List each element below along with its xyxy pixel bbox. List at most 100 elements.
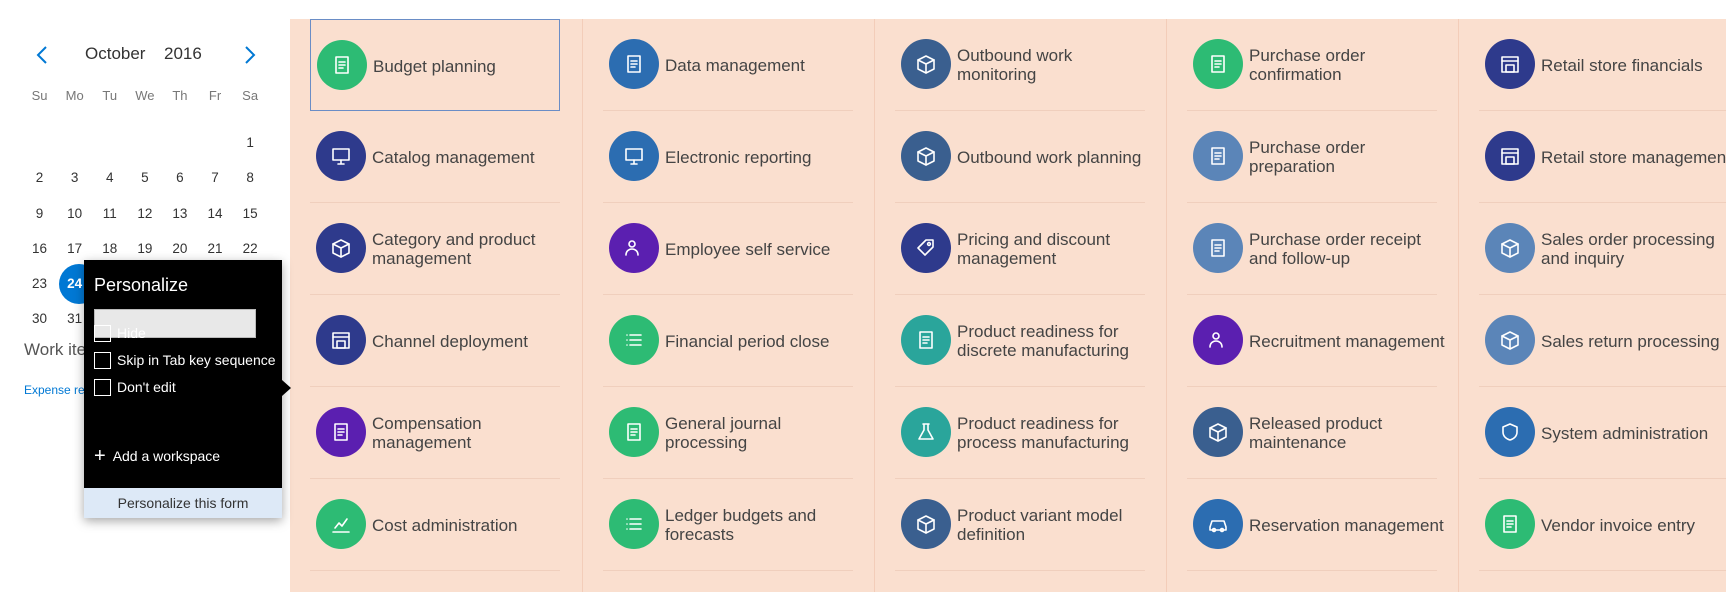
expense-report-link[interactable]: Expense rep: [24, 383, 92, 397]
personalize-form-button[interactable]: Personalize this form: [84, 488, 282, 518]
checkbox-box[interactable]: [94, 324, 111, 342]
workspace-tile[interactable]: Vendor invoice entry: [1479, 479, 1726, 571]
workspace-tile[interactable]: Financial period close: [603, 295, 853, 387]
calendar-day[interactable]: 30: [22, 307, 57, 342]
calendar-day[interactable]: 23: [22, 272, 57, 307]
budget-planning-icon: [317, 40, 367, 90]
workspace-tile[interactable]: Reservation management: [1187, 479, 1444, 571]
workspace-tile[interactable]: Electronic reporting: [603, 111, 853, 203]
tile-label: Cost administration: [372, 515, 518, 535]
calendar-day[interactable]: 6: [162, 166, 197, 201]
workspace-tile[interactable]: Released product maintenance: [1187, 387, 1437, 479]
calendar-day-number: 18: [102, 240, 118, 256]
calendar-day[interactable]: 22: [233, 237, 268, 272]
workspace-tile[interactable]: Product readiness for discrete manufactu…: [895, 295, 1145, 387]
calendar-day[interactable]: 2: [22, 166, 57, 201]
calendar-day[interactable]: 21: [197, 237, 232, 272]
workspace-tile[interactable]: Cost administration: [310, 479, 560, 571]
add-workspace-button[interactable]: + Add a workspace: [94, 446, 220, 466]
workspace-tile[interactable]: Catalog management: [310, 111, 560, 203]
workspace-tile[interactable]: Channel deployment: [310, 295, 560, 387]
workspace-tile[interactable]: Pricing and discount management: [895, 203, 1145, 295]
calendar-day[interactable]: 17: [57, 237, 92, 272]
workspace-tile[interactable]: Budget planning: [310, 19, 560, 111]
calendar-day-number: 1: [246, 135, 254, 151]
workspace-tile[interactable]: Purchase order confirmation: [1187, 19, 1437, 111]
checkbox-box[interactable]: [94, 351, 111, 369]
workspace-tile[interactable]: Recruitment management: [1187, 295, 1445, 387]
skip-tab-checkbox[interactable]: Skip in Tab key sequence: [94, 349, 276, 371]
calendar-day[interactable]: 10: [57, 202, 92, 237]
personalize-name-input[interactable]: [94, 309, 256, 338]
calendar-day[interactable]: 5: [127, 166, 162, 201]
product-variant-icon: [901, 499, 951, 549]
pricing-discount-icon: [901, 223, 951, 273]
workspace-tile[interactable]: Outbound work planning: [895, 111, 1145, 203]
calendar-day[interactable]: 13: [162, 202, 197, 237]
workspace-tile[interactable]: Purchase order receipt and follow-up: [1187, 203, 1437, 295]
calendar-day[interactable]: 19: [127, 237, 162, 272]
vendor-invoice-icon: [1485, 499, 1535, 549]
calendar-empty-day: [162, 131, 197, 166]
financial-period-close-icon: [609, 315, 659, 365]
calendar-year[interactable]: 2016: [164, 44, 202, 63]
ledger-budgets-icon: [609, 499, 659, 549]
outbound-planning-icon: [901, 131, 951, 181]
workspace-tile[interactable]: Sales order processing and inquiry: [1479, 203, 1726, 295]
tile-column: Budget planning Catalog management Categor…: [290, 19, 582, 592]
po-confirmation-icon: [1193, 39, 1243, 89]
calendar-week-row: 16 17 18 19 20 21 22: [22, 237, 268, 272]
calendar-day[interactable]: 18: [92, 237, 127, 272]
workspace-tile[interactable]: Product variant model definition: [895, 479, 1145, 571]
tile-label: Employee self service: [665, 239, 831, 259]
tile-label: Sales return processing: [1541, 331, 1720, 351]
weekday-label: Sa: [242, 88, 259, 103]
calendar-day-number: 24: [67, 275, 83, 291]
chevron-left-icon[interactable]: [30, 42, 56, 68]
calendar-day-number: 20: [172, 240, 188, 256]
calendar-day-number: 8: [246, 170, 254, 186]
calendar-day[interactable]: 12: [127, 202, 162, 237]
calendar-day-number: 12: [137, 205, 153, 221]
calendar-day[interactable]: 9: [22, 202, 57, 237]
calendar-day[interactable]: 4: [92, 166, 127, 201]
calendar-day[interactable]: 11: [92, 202, 127, 237]
hide-checkbox[interactable]: Hide: [94, 322, 146, 344]
calendar-empty-day: [22, 131, 57, 166]
tile-label: Pricing and discount management: [957, 230, 1111, 268]
calendar-day[interactable]: 14: [197, 202, 232, 237]
workspace-tile[interactable]: Sales return processing: [1479, 295, 1726, 387]
calendar-day[interactable]: 1: [233, 131, 268, 166]
workspace-tile[interactable]: Compensation management: [310, 387, 560, 479]
retail-store-management-icon: [1485, 131, 1535, 181]
calendar-day-number: 3: [70, 170, 79, 186]
tile-label: Retail store financials: [1541, 55, 1703, 75]
workspace-tile[interactable]: Purchase order preparation: [1187, 111, 1437, 203]
chevron-right-icon[interactable]: [236, 42, 262, 68]
calendar-day[interactable]: 3: [57, 166, 92, 201]
calendar-day[interactable]: 31: [57, 307, 92, 342]
workspace-tile[interactable]: General journal processing: [603, 387, 853, 479]
dont-edit-checkbox[interactable]: Don't edit: [94, 376, 176, 398]
workspace-tile[interactable]: Retail store management: [1479, 111, 1726, 203]
checkbox-box[interactable]: [94, 378, 111, 396]
calendar-day[interactable]: 8: [233, 166, 268, 201]
calendar-day[interactable]: 15: [233, 202, 268, 237]
workspace-tile[interactable]: Data management: [603, 19, 853, 111]
workspace-tile[interactable]: Product readiness for process manufactur…: [895, 387, 1145, 479]
system-administration-icon: [1485, 407, 1535, 457]
po-receipt-icon: [1193, 223, 1243, 273]
calendar-day-number: 11: [102, 205, 117, 221]
workspace-tile[interactable]: Category and product management: [310, 203, 560, 295]
calendar-day[interactable]: 20: [162, 237, 197, 272]
calendar-weekday-row: Su Mo Tu We Th Fr Sa: [22, 84, 268, 119]
workspace-tile[interactable]: Ledger budgets and forecasts: [603, 479, 853, 571]
calendar-month[interactable]: October: [85, 44, 146, 63]
workspace-tile[interactable]: Retail store financials: [1479, 19, 1726, 111]
calendar-day[interactable]: 16: [22, 237, 57, 272]
workspace-tile[interactable]: Employee self service: [603, 203, 853, 295]
workspace-tile[interactable]: System administration: [1479, 387, 1726, 479]
calendar-day[interactable]: 7: [197, 166, 232, 201]
calendar-empty-day: [92, 131, 127, 166]
workspace-tile[interactable]: Outbound work monitoring: [895, 19, 1145, 111]
